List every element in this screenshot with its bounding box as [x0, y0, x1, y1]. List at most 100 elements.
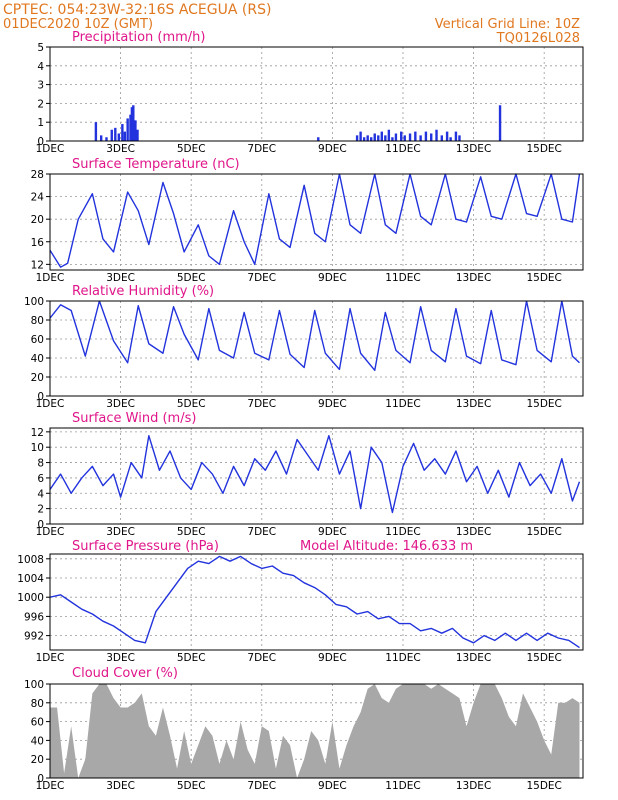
- wind-x-tick: 1DEC: [36, 526, 65, 538]
- precip-bar: [132, 105, 135, 141]
- precip-bar: [449, 137, 452, 141]
- precip-bar: [419, 135, 422, 141]
- precip-bar: [136, 129, 139, 141]
- pressure-x-tick: 7DEC: [247, 652, 276, 664]
- rh-series-line: [50, 301, 580, 372]
- rh-y-tick: 40: [31, 353, 44, 365]
- precip-x-tick: 11DEC: [385, 143, 420, 155]
- temp-x-tick: 5DEC: [177, 272, 206, 284]
- pressure-y-tick: 1000: [17, 592, 44, 604]
- cloud-x-tick: 9DEC: [318, 780, 347, 792]
- precip-bar: [117, 133, 121, 141]
- precip-y-tick: 2: [37, 98, 44, 110]
- precip-bar: [387, 129, 391, 141]
- temp-x-tick: 15DEC: [526, 272, 561, 284]
- wind-y-tick: 6: [37, 473, 44, 485]
- precip-bar: [99, 135, 103, 141]
- precip-bar: [400, 131, 403, 141]
- panel-cloud: Cloud Cover (%) 1DEC 3DEC 5DEC 7DEC 9DEC 11DEC…: [24, 666, 584, 792]
- precip-bar: [366, 135, 369, 141]
- precip-bar: [94, 122, 98, 141]
- precip-bar: [110, 129, 113, 141]
- rh-x-tick: 13DEC: [456, 398, 491, 410]
- wind-x-tick: 9DEC: [318, 526, 347, 538]
- pressure-y-tick: 1004: [17, 573, 44, 585]
- temp-y-tick: 20: [31, 214, 44, 226]
- pressure-plot: [50, 555, 580, 649]
- rh-x-tick: 9DEC: [318, 398, 347, 410]
- precip-bar: [121, 124, 124, 141]
- cloud-y-tick: 40: [31, 735, 44, 747]
- precip-bar: [424, 131, 428, 141]
- precip-bar: [126, 118, 129, 141]
- rh-frame: [49, 300, 584, 397]
- wind-x-tick: 7DEC: [247, 526, 276, 538]
- panel-pressure: Surface Pressure (hPa) Model Altitude: 14…: [17, 539, 584, 664]
- cloud-x-tick: 5DEC: [177, 780, 206, 792]
- wind-x-tick: 3DEC: [106, 526, 135, 538]
- panel-wind: Surface Wind (m/s) 1DEC 3DEC 5DEC 7DEC 9DEC 11…: [31, 411, 584, 538]
- pressure-x-tick: 15DEC: [526, 652, 561, 664]
- precip-bar: [105, 137, 108, 141]
- wind-x-tick: 13DEC: [456, 526, 491, 538]
- wind-x-tick: 5DEC: [177, 526, 206, 538]
- rh-plot: [50, 301, 580, 372]
- rh-y-tick: 20: [31, 372, 44, 384]
- cloud-x-tick: 1DEC: [36, 780, 65, 792]
- precip-bar: [414, 131, 417, 141]
- pressure-y-tick: 1008: [17, 554, 44, 566]
- wind-y-tick: 4: [37, 488, 44, 500]
- model-code: TQ0126L028: [496, 31, 580, 46]
- precip-y-tick: 3: [37, 80, 44, 92]
- pressure-x-tick: 11DEC: [385, 652, 420, 664]
- precip-y-tick: 5: [37, 42, 44, 54]
- wind-x-tick: 15DEC: [526, 526, 561, 538]
- wind-title: Surface Wind (m/s): [72, 411, 196, 426]
- precip-frame: [49, 46, 584, 142]
- precip-bar: [130, 107, 134, 141]
- precip-bar: [458, 135, 461, 141]
- precip-x-tick: 13DEC: [456, 143, 491, 155]
- pressure-frame: [49, 553, 584, 651]
- precip-bar: [498, 105, 502, 141]
- rh-x-tick: 5DEC: [177, 398, 206, 410]
- cloud-plot: [50, 684, 580, 778]
- precip-bar: [373, 133, 376, 141]
- wind-frame: [49, 427, 584, 525]
- pressure-x-tick: 3DEC: [106, 652, 135, 664]
- wind-y-tick: 12: [31, 427, 44, 439]
- cloud-y-tick: 80: [31, 698, 44, 710]
- precip-x-tick: 1DEC: [36, 143, 65, 155]
- header: CPTEC: 054:23W-32:16S ACEGUA (RS) 01DEC2…: [3, 2, 580, 46]
- pressure-x-tick: 13DEC: [456, 652, 491, 664]
- precip-x-tick: 3DEC: [106, 143, 135, 155]
- run-time-header: 01DEC2020 10Z (GMT): [3, 17, 153, 32]
- precip-bar: [454, 131, 458, 141]
- precip-bar: [129, 114, 132, 141]
- wind-x-tick: 11DEC: [385, 526, 420, 538]
- precip-bar: [362, 137, 366, 141]
- pressure-y-tick: 992: [24, 631, 44, 643]
- precip-y-tick: 4: [37, 61, 44, 73]
- panel-temp: Surface Temperature (nC) 1DEC 3DEC 5DEC 7DEC…: [31, 157, 584, 284]
- wind-y-tick: 2: [37, 504, 44, 516]
- cloud-y-tick: 100: [24, 679, 44, 691]
- wind-series-line: [50, 434, 581, 514]
- precip-bar: [408, 133, 412, 141]
- cloud-x-tick: 11DEC: [385, 780, 420, 792]
- precip-plot: [94, 105, 502, 141]
- precip-bar: [317, 137, 320, 141]
- cloud-y-tick: 60: [31, 717, 44, 729]
- pressure-y-tick: 996: [24, 611, 44, 623]
- temp-y-tick: 12: [31, 259, 44, 271]
- precip-y-tick: 1: [37, 117, 44, 129]
- rh-x-tick: 3DEC: [106, 398, 135, 410]
- rh-x-tick: 11DEC: [385, 398, 420, 410]
- pressure-x-tick: 5DEC: [177, 652, 206, 664]
- temp-x-tick: 13DEC: [456, 272, 491, 284]
- wind-plot: [50, 434, 581, 514]
- rh-y-tick: 80: [31, 315, 44, 327]
- precip-x-tick: 5DEC: [177, 143, 206, 155]
- precip-title: Precipitation (mm/h): [72, 30, 205, 45]
- precip-bar: [355, 135, 359, 141]
